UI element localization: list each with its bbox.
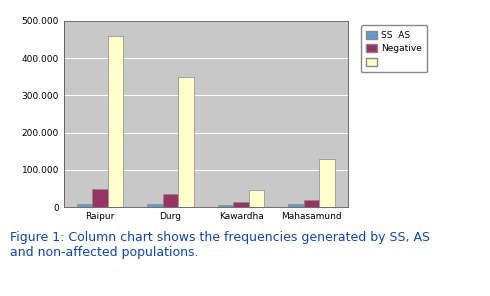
Bar xyxy=(92,189,108,207)
Bar xyxy=(147,204,163,207)
Bar xyxy=(289,204,304,207)
Bar xyxy=(249,190,265,207)
Text: Figure 1: Column chart shows the frequencies generated by SS, AS
and non-affecte: Figure 1: Column chart shows the frequen… xyxy=(10,231,430,259)
Bar xyxy=(76,204,92,207)
Bar xyxy=(108,36,123,207)
Bar xyxy=(218,205,233,207)
Bar xyxy=(319,159,335,207)
Bar xyxy=(163,194,178,207)
Bar xyxy=(233,202,249,207)
Bar xyxy=(304,200,319,207)
Legend: SS  AS, Negative, : SS AS, Negative, xyxy=(361,25,427,73)
Bar xyxy=(178,77,194,207)
